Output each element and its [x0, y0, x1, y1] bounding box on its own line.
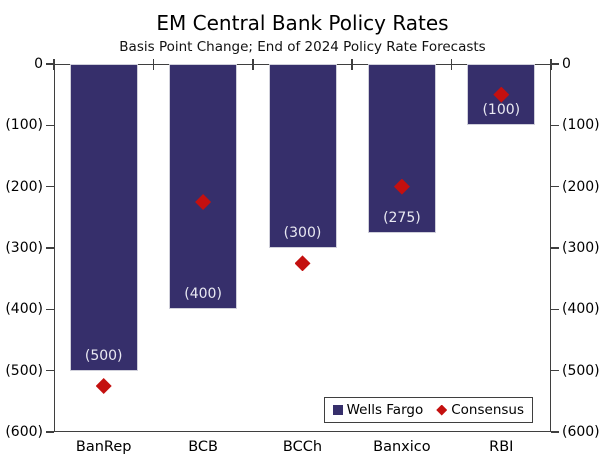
category-boundary-tick — [450, 59, 453, 70]
bar-bcb — [169, 64, 238, 310]
consensus-marker-bcch — [294, 255, 311, 272]
consensus-marker-bcb — [195, 194, 212, 210]
y-tick-left — [46, 247, 54, 249]
category-label-rbi: RBI — [489, 439, 514, 455]
y-tick-label-right: (500) — [562, 362, 600, 379]
y-tick-left — [46, 63, 54, 65]
consensus-marker-rbi — [493, 86, 510, 103]
y-tick-left — [46, 124, 54, 127]
y-tick-left — [46, 431, 54, 433]
y-tick-right — [551, 185, 559, 188]
y-tick-right — [551, 431, 559, 433]
chart-title: EM Central Bank Policy Rates — [156, 11, 449, 35]
legend-label-wells-fargo: Wells Fargo — [346, 402, 424, 418]
y-tick-label-left: (300) — [5, 240, 43, 256]
category-boundary-tick — [152, 59, 155, 70]
wells-fargo-square-icon — [332, 405, 343, 415]
y-tick-label-left: (200) — [5, 178, 43, 195]
consensus-diamond-icon — [436, 404, 448, 416]
y-tick-label-right: (400) — [562, 301, 600, 318]
bar-value-label-bcch: (300) — [283, 225, 322, 241]
category-label-banrep: BanRep — [75, 439, 132, 455]
y-tick-right — [551, 308, 559, 311]
bar-value-label-banrep: (500) — [84, 347, 123, 364]
y-tick-left — [46, 369, 54, 372]
y-tick-right — [551, 369, 559, 372]
category-label-bcch: BCCh — [282, 439, 323, 455]
y-tick-label-right: (100) — [562, 117, 600, 134]
y-tick-label-right: (200) — [562, 178, 600, 195]
consensus-marker-banxico — [393, 178, 410, 195]
legend-item-wells-fargo: Wells Fargo — [332, 402, 424, 418]
bar-value-label-rbi: (100) — [482, 102, 521, 119]
y-tick-right — [551, 124, 559, 127]
legend-label-consensus: Consensus — [451, 402, 524, 418]
y-tick-label-right: (300) — [562, 240, 600, 256]
y-tick-left — [46, 185, 54, 188]
y-tick-label-left: (100) — [5, 117, 43, 134]
bar-value-label-bcb: (400) — [184, 286, 222, 303]
y-tick-right — [551, 63, 559, 65]
legend: Wells Fargo Consensus — [323, 397, 533, 423]
y-tick-label-left: 0 — [34, 56, 43, 72]
category-boundary-tick — [351, 59, 353, 70]
y-tick-label-left: (500) — [5, 362, 43, 379]
legend-item-consensus: Consensus — [436, 402, 524, 418]
bar-banrep — [69, 64, 138, 371]
category-boundary-tick — [53, 59, 55, 70]
y-tick-label-left: (600) — [5, 424, 43, 440]
chart-subtitle: Basis Point Change; End of 2024 Policy R… — [119, 39, 486, 55]
category-label-bcb: BCB — [188, 439, 218, 455]
consensus-marker-banrep — [95, 378, 112, 394]
bar-bcch — [268, 64, 337, 248]
bar-rbi — [467, 64, 536, 126]
category-boundary-tick — [252, 59, 254, 70]
y-tick-label-right: (600) — [562, 424, 600, 440]
category-label-banxico: Banxico — [373, 439, 431, 455]
bar-value-label-banxico: (275) — [383, 209, 421, 226]
y-tick-label-right: 0 — [562, 56, 571, 72]
category-boundary-tick — [550, 59, 552, 70]
bar-banxico — [367, 64, 436, 233]
y-tick-right — [551, 247, 559, 249]
y-tick-label-left: (400) — [5, 301, 43, 318]
y-tick-left — [46, 308, 54, 311]
